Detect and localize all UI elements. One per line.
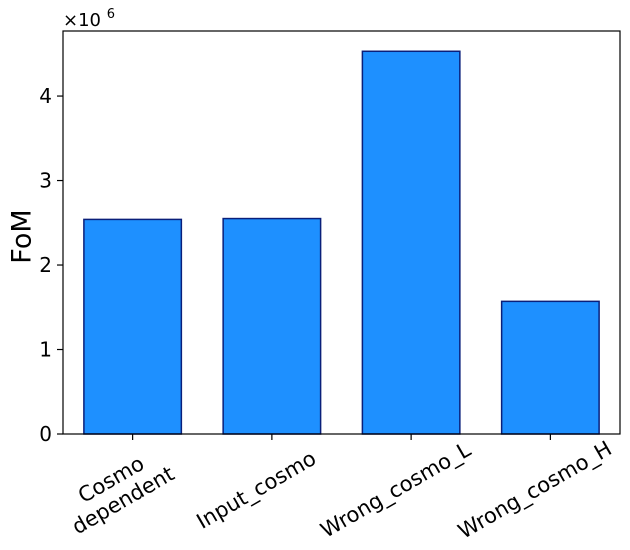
y-axis-ticks: 0 1 2 3 4 bbox=[39, 84, 63, 446]
y-tick-label: 1 bbox=[39, 338, 52, 362]
y-scale-base: ×10 bbox=[63, 10, 101, 31]
y-scale-multiplier: ×10 6 bbox=[63, 7, 115, 31]
y-tick-label: 2 bbox=[39, 253, 52, 277]
x-tick-label: Input_cosmo bbox=[193, 446, 321, 534]
x-tick-label: Wrong_cosmo_L bbox=[317, 437, 476, 543]
bar-1 bbox=[83, 218, 183, 435]
bar-3 bbox=[361, 50, 461, 435]
bar-4 bbox=[500, 300, 600, 435]
bar-2 bbox=[222, 217, 322, 435]
bars-group bbox=[83, 50, 600, 435]
y-scale-exponent: 6 bbox=[107, 7, 115, 22]
y-tick-label: 3 bbox=[39, 169, 52, 193]
x-axis-ticks: Cosmodependent Input_cosmoWrong_cosmo_LWr… bbox=[56, 434, 616, 544]
x-tick-label: Cosmodependent bbox=[56, 441, 178, 539]
y-tick-label: 4 bbox=[39, 84, 52, 108]
x-tick-label: Wrong_cosmo_H bbox=[454, 436, 616, 544]
plot-frame bbox=[62, 30, 621, 435]
y-axis-label: FoM bbox=[7, 209, 38, 263]
y-tick-label: 0 bbox=[39, 422, 52, 446]
